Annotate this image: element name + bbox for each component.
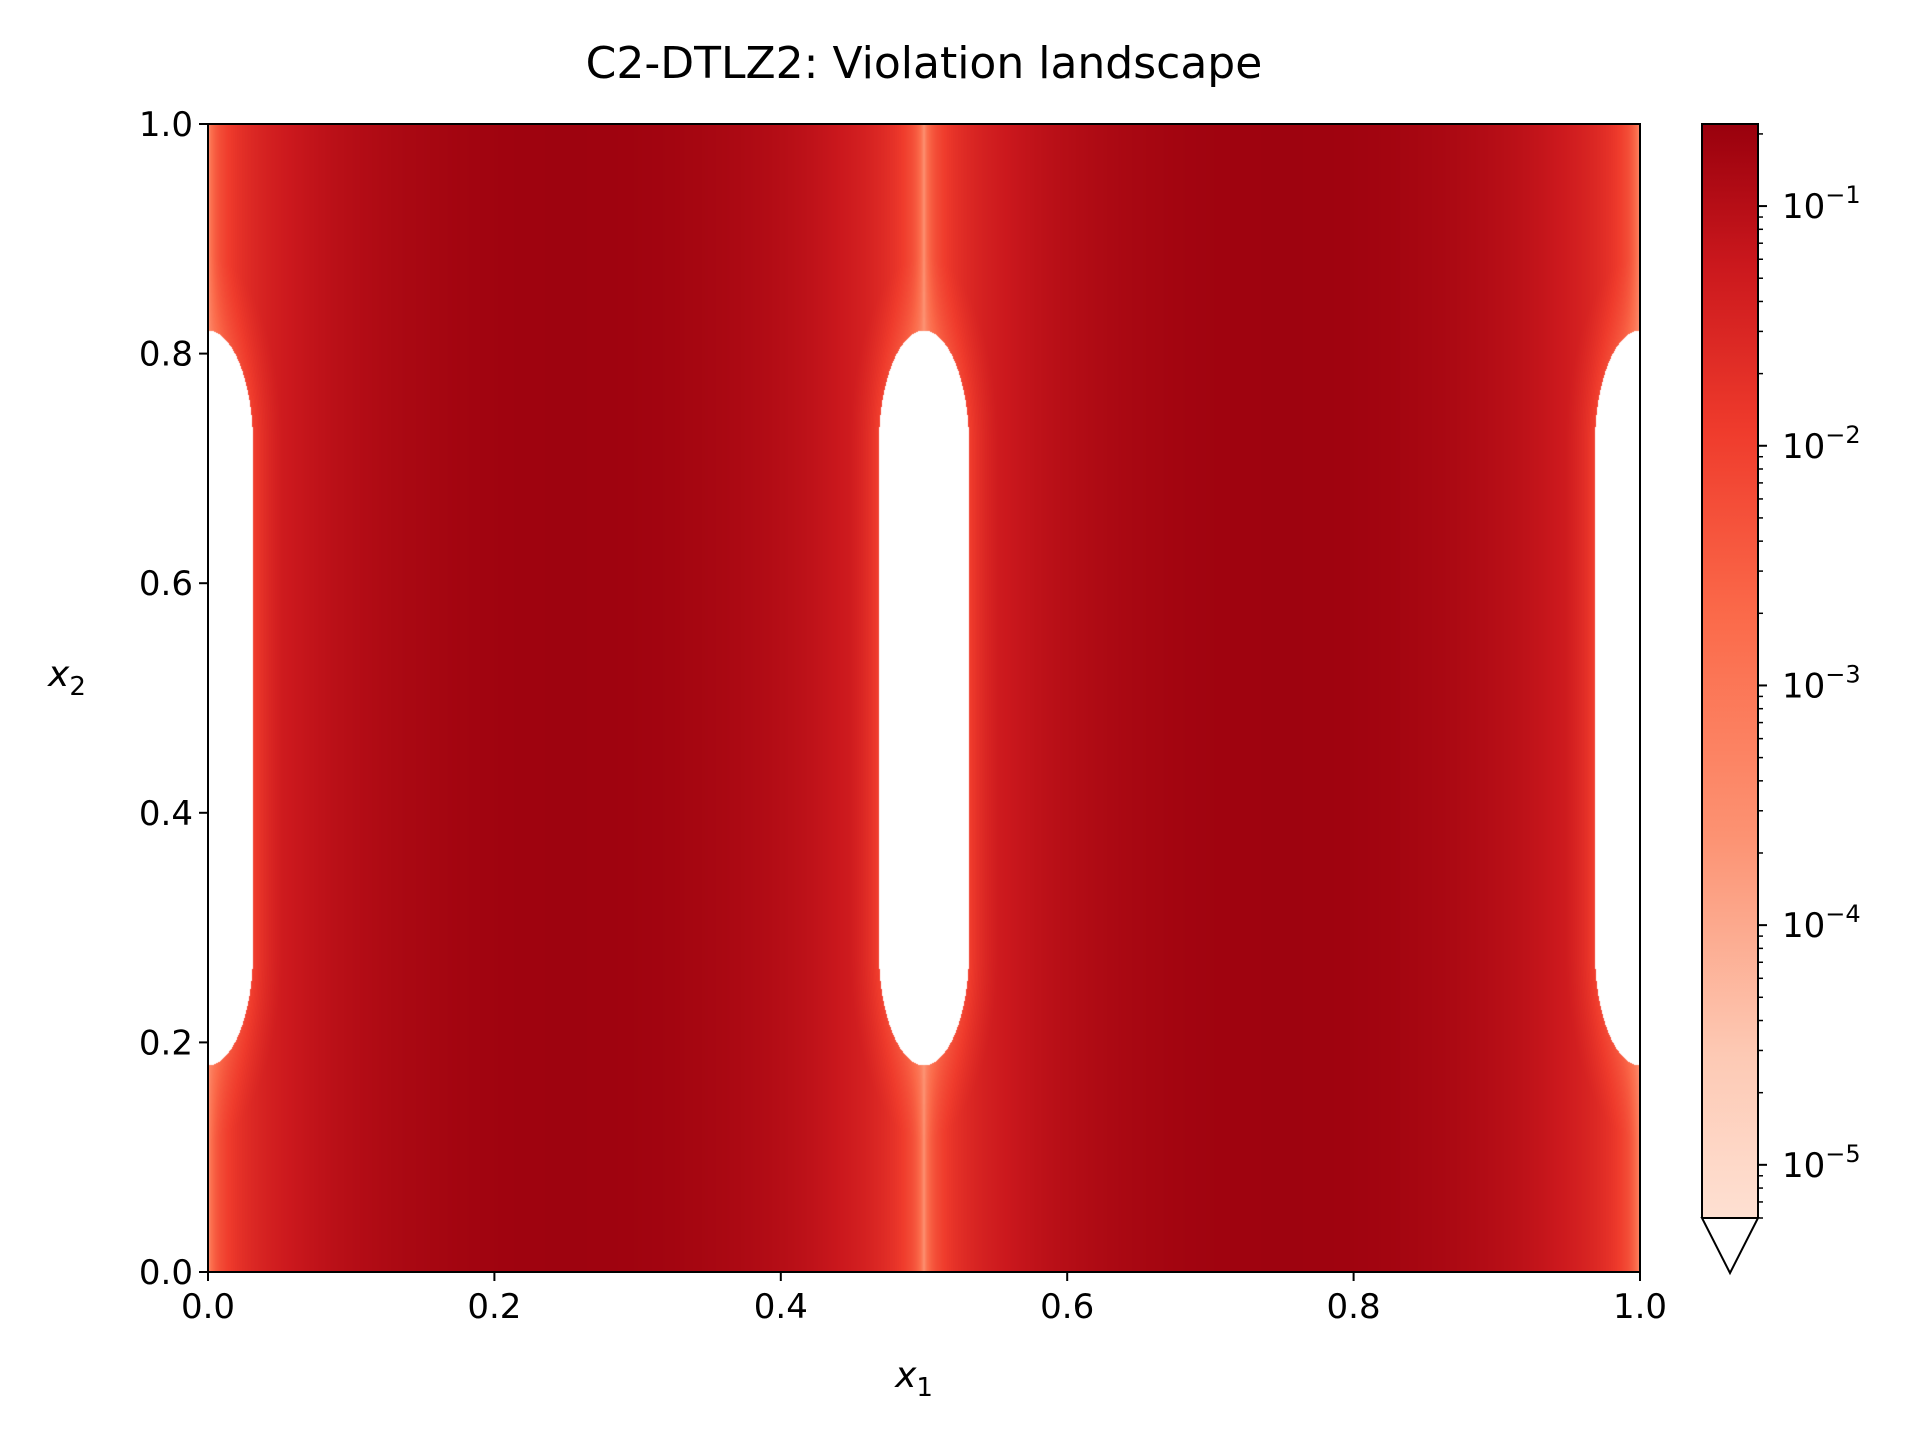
plot-area (207, 123, 1641, 1273)
x-tick-label: 0.2 (467, 1287, 521, 1327)
plot-frame (207, 123, 1641, 1273)
colorbar-tick-label: 10−5 (1782, 1140, 1861, 1186)
colorbar: 10−5 10−4 10−3 10−2 10−1 (1700, 123, 1861, 1276)
y-tick-label: 0.8 (139, 335, 193, 375)
colorbar-ticks: 10−5 10−4 10−3 10−2 10−1 (1758, 133, 1861, 1219)
colorbar-gradient (1702, 124, 1758, 1218)
y-tick-label: 0.0 (139, 1253, 193, 1293)
x-tick-label: 0.6 (1040, 1287, 1094, 1327)
y-tick-label: 0.4 (139, 794, 193, 834)
y-tick-label: 0.2 (139, 1023, 193, 1063)
y-tick-label: 0.6 (139, 564, 193, 604)
x-axis: 0.0 0.2 0.4 0.6 0.8 1.0 (181, 1272, 1667, 1327)
x-tick-label: 0.4 (754, 1287, 808, 1327)
x-tick-label: 0.8 (1327, 1287, 1381, 1327)
colorbar-tick-label: 10−2 (1782, 421, 1861, 467)
y-axis-label: x2 (47, 654, 86, 702)
colorbar-tick-label: 10−3 (1782, 660, 1861, 706)
colorbar-tick-label: 10−4 (1782, 900, 1861, 946)
colorbar-frame (1701, 123, 1759, 1218)
x-axis-label: x1 (894, 1355, 933, 1403)
y-axis: 0.0 0.2 0.4 0.6 0.8 1.0 (139, 105, 208, 1293)
chart-title: C2-DTLZ2: Violation landscape (586, 38, 1263, 89)
colorbar-extend-min (1700, 1217, 1760, 1276)
y-tick-label: 1.0 (139, 105, 193, 145)
heatmap-image (208, 124, 1640, 1272)
x-tick-label: 0.0 (181, 1287, 235, 1327)
colorbar-tick-label: 10−1 (1782, 181, 1861, 227)
x-tick-label: 1.0 (1613, 1287, 1667, 1327)
